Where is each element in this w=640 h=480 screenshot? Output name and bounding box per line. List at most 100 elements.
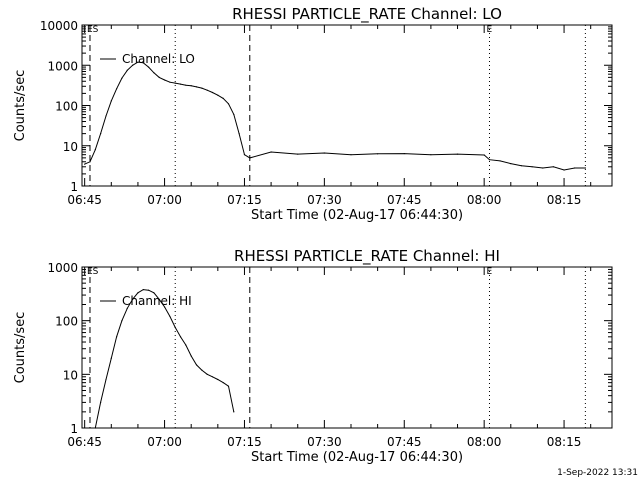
data-point xyxy=(249,157,251,159)
x-tick-label: 07:15 xyxy=(227,193,262,207)
data-point xyxy=(584,167,586,169)
data-point xyxy=(116,336,118,338)
data-point xyxy=(297,153,299,155)
data-point xyxy=(105,378,107,381)
chart-title: RHESSI PARTICLE_RATE Channel: LO xyxy=(232,5,502,24)
event-marker-label: E xyxy=(486,267,492,277)
data-point xyxy=(121,77,123,79)
data-point xyxy=(110,100,112,102)
data-point xyxy=(126,69,128,71)
data-point xyxy=(147,66,150,68)
data-point xyxy=(510,163,512,165)
legend-entry: Channel: HI xyxy=(122,294,192,308)
data-point xyxy=(520,165,523,167)
data-point xyxy=(483,154,485,156)
y-tick-label: 10 xyxy=(63,368,78,382)
plot-frame xyxy=(81,266,613,429)
data-point xyxy=(211,376,214,378)
date-stamp: 1-Sep-2022 13:31 xyxy=(557,468,638,478)
data-point xyxy=(132,64,134,66)
data-point xyxy=(179,83,182,85)
data-point xyxy=(227,385,230,387)
y-tick-label: 10 xyxy=(63,140,78,154)
series-line xyxy=(84,61,586,171)
y-axis-label: Counts/sec xyxy=(13,312,28,384)
data-point xyxy=(323,152,325,154)
data-point xyxy=(142,288,144,291)
data-point xyxy=(185,344,187,346)
event-marker-label: ES xyxy=(87,25,99,35)
data-point xyxy=(147,289,150,291)
x-axis-label: Start Time (02-Aug-17 06:44:30) xyxy=(251,450,463,465)
lo-channel-panel: RHESSI PARTICLE_RATE Channel: LO 1 10 100 10… xyxy=(13,5,613,223)
data-point xyxy=(100,401,102,403)
x-tick-label: 08:00 xyxy=(467,435,502,449)
x-tick-label: 06:45 xyxy=(67,435,102,449)
data-point xyxy=(100,133,102,135)
x-tick-label: 07:30 xyxy=(307,193,342,207)
data-point xyxy=(574,167,576,169)
data-point xyxy=(531,166,533,168)
data-point xyxy=(190,355,192,357)
y-tick-label: 10000 xyxy=(40,19,78,33)
data-point xyxy=(94,427,96,429)
data-point xyxy=(206,89,208,91)
x-tick-label: 08:15 xyxy=(547,193,582,207)
data-point xyxy=(195,86,198,88)
y-axis-label: Counts/sec xyxy=(13,70,28,142)
event-marker-label: E xyxy=(486,25,492,35)
x-tick-label: 08:00 xyxy=(467,193,502,207)
data-point xyxy=(542,167,544,169)
data-point xyxy=(169,81,171,83)
data-point xyxy=(179,336,182,338)
data-point xyxy=(270,151,272,153)
data-point xyxy=(499,160,501,162)
data-point xyxy=(126,307,128,309)
data-point xyxy=(158,76,160,78)
data-point xyxy=(238,133,240,135)
data-point xyxy=(243,154,246,156)
data-point xyxy=(403,152,405,155)
x-tick-label: 07:30 xyxy=(307,435,342,449)
data-point xyxy=(488,159,491,161)
data-point xyxy=(153,292,155,294)
data-point xyxy=(211,91,214,94)
data-point xyxy=(89,161,91,163)
series-line xyxy=(94,289,235,429)
data-point xyxy=(137,61,139,63)
data-point xyxy=(190,85,192,87)
x-tick-label: 08:15 xyxy=(547,435,582,449)
data-point xyxy=(137,292,139,294)
y-tick-label: 100 xyxy=(55,100,78,114)
data-point xyxy=(153,72,155,74)
data-point xyxy=(222,382,224,384)
data-point xyxy=(169,315,171,318)
x-tick-label: 06:45 xyxy=(67,193,102,207)
data-point xyxy=(563,169,565,171)
data-point xyxy=(195,364,198,366)
y-tick-label: 1 xyxy=(70,180,78,194)
x-axis-label: Start Time (02-Aug-17 06:44:30) xyxy=(251,208,463,223)
data-point xyxy=(217,94,219,96)
chart-title: RHESSI PARTICLE_RATE Channel: HI xyxy=(234,247,500,266)
data-point xyxy=(158,298,160,300)
data-point xyxy=(233,411,235,413)
hi-channel-panel: RHESSI PARTICLE_RATE Channel: HI 1 10 100 10… xyxy=(13,247,613,465)
data-point xyxy=(105,115,107,117)
data-point xyxy=(142,62,144,64)
data-point xyxy=(227,103,230,105)
x-tick-label: 07:45 xyxy=(387,435,422,449)
data-point xyxy=(201,369,203,371)
data-point xyxy=(552,166,555,168)
data-point xyxy=(350,154,352,156)
event-marker-label: ES xyxy=(87,267,99,277)
y-tick-label: 1 xyxy=(70,422,78,436)
x-tick-label: 07:45 xyxy=(387,193,422,207)
data-point xyxy=(110,357,112,359)
y-tick-label: 1000 xyxy=(47,261,78,275)
data-point xyxy=(233,113,235,116)
y-tick-label: 1000 xyxy=(47,59,78,73)
legend-entry: Channel: LO xyxy=(122,52,195,66)
x-tick-label: 07:15 xyxy=(227,435,262,449)
